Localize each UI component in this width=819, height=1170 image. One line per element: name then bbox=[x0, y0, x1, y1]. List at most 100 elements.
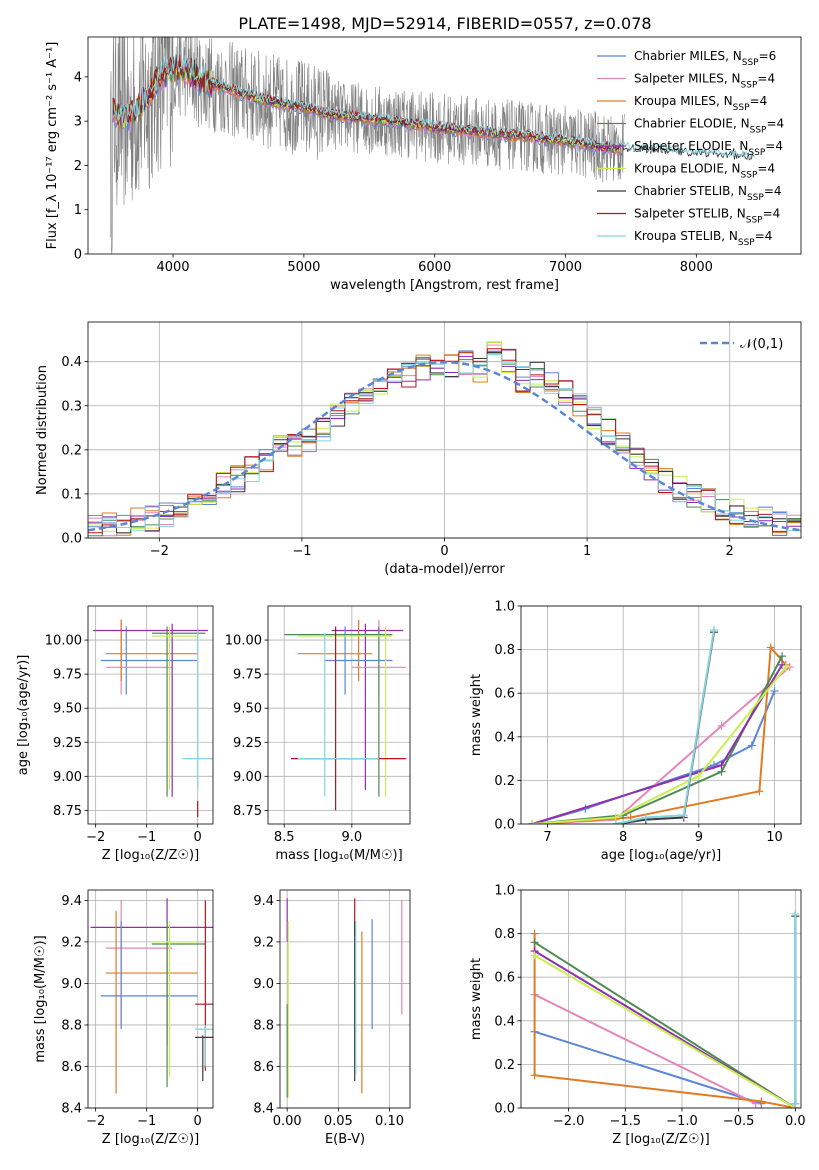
legend-count: =4 bbox=[757, 162, 775, 176]
weight-line-kroupa_elodie bbox=[534, 954, 796, 1108]
weight-line-chabrier_miles bbox=[534, 1030, 762, 1105]
y-tick-label: 9.75 bbox=[53, 668, 82, 683]
y-tick-label: 0.4 bbox=[494, 730, 515, 745]
y-tick-label: 0.8 bbox=[494, 643, 515, 658]
axes-frame bbox=[520, 889, 802, 1109]
legend-count: =6 bbox=[759, 49, 777, 63]
x-tick-label: −2 bbox=[86, 830, 105, 845]
y-axis-label: Normed distribution bbox=[35, 365, 50, 495]
plot-content bbox=[90, 898, 213, 1094]
y-tick-label: 1.0 bbox=[494, 884, 515, 899]
x-tick-label: 0 bbox=[194, 830, 202, 845]
y-tick-label: 9.0 bbox=[61, 977, 82, 992]
legend-subscript: SSP bbox=[738, 238, 755, 248]
legend-subscript: SSP bbox=[747, 193, 764, 203]
x-tick-label: −0.5 bbox=[723, 1114, 755, 1129]
y-tick-label: 9.25 bbox=[233, 736, 262, 751]
y-tick-label: 0.6 bbox=[494, 687, 515, 702]
histogram-kroupa_stelib bbox=[88, 353, 801, 532]
x-tick-label: 0.00 bbox=[273, 1114, 302, 1129]
y-tick-label: 9.50 bbox=[233, 702, 262, 717]
legend-subscript: SSP bbox=[741, 81, 758, 91]
y-tick-label: 8.75 bbox=[53, 804, 82, 819]
x-axis-label: wavelength [Angstrom, rest frame] bbox=[330, 278, 559, 293]
x-tick-label: 9 bbox=[695, 830, 703, 845]
axes-frame bbox=[267, 605, 411, 825]
y-tick-label: 0.0 bbox=[494, 1102, 515, 1117]
y-tick-label: 8.4 bbox=[253, 1102, 274, 1117]
legend-subscript: SSP bbox=[748, 148, 765, 158]
y-tick-label: 9.2 bbox=[61, 935, 82, 950]
legend-subscript: SSP bbox=[746, 216, 763, 226]
y-axis-label: mass [log₁₀(M/M☉)] bbox=[33, 935, 48, 1062]
plot-area bbox=[521, 606, 801, 824]
y-tick-label: 9.2 bbox=[253, 935, 274, 950]
y-tick-label: 9.4 bbox=[253, 894, 274, 909]
residual-legend: 𝒩(0,1) bbox=[700, 337, 783, 352]
y-tick-label: 0.3 bbox=[61, 399, 82, 414]
y-tick-label: 8.4 bbox=[61, 1102, 82, 1117]
weight-line-salpeter_miles bbox=[534, 993, 757, 1105]
x-axis-label: Z [log₁₀(Z/Z☉)] bbox=[612, 1132, 709, 1147]
y-tick-label: 8.6 bbox=[253, 1060, 274, 1075]
x-tick-label: −2.0 bbox=[553, 1114, 585, 1129]
axes-weight-vs-age: 7 8 9 10 0.0 0.2 0.4 0.6 0.8 1.0 age [log₁₀(age/yr… bbox=[469, 600, 802, 863]
legend-count: =4 bbox=[766, 117, 784, 131]
x-tick-label: 8000 bbox=[680, 260, 713, 275]
y-tick-label: 0.0 bbox=[61, 532, 82, 547]
x-tick-label: 0 bbox=[440, 544, 448, 559]
y-tick-label: 8.8 bbox=[61, 1018, 82, 1033]
axes-mass-vs-EBV: 0.00 0.05 0.10 8.4 8.6 8.8 9.0 9.2 9.4 E(B-V) bbox=[253, 889, 411, 1147]
x-tick-label: −1 bbox=[137, 1114, 156, 1129]
x-tick-label: 0.10 bbox=[375, 1114, 404, 1129]
axes-frame bbox=[87, 605, 214, 825]
y-tick-label: 0.2 bbox=[494, 774, 515, 789]
weight-line-kroupa_elodie bbox=[532, 666, 787, 824]
legend-subscript: SSP bbox=[741, 171, 758, 181]
y-tick-label: 0.4 bbox=[494, 1014, 515, 1029]
x-tick-label: −1.0 bbox=[666, 1114, 698, 1129]
plot-area bbox=[88, 890, 213, 1108]
y-tick-label: 8.75 bbox=[233, 804, 262, 819]
axes-age-vs-mass: 8.5 9.0 8.75 9.00 9.25 9.50 9.75 10.00 mass [log… bbox=[225, 605, 411, 863]
legend-count: =4 bbox=[757, 72, 775, 86]
x-tick-label: 0 bbox=[194, 1114, 202, 1129]
x-tick-label: −1 bbox=[292, 544, 311, 559]
y-tick-label: 0.2 bbox=[61, 443, 82, 458]
y-tick-label: 9.00 bbox=[53, 770, 82, 785]
plot-content bbox=[109, 37, 755, 254]
axes-spectrum: 4000 5000 6000 7000 8000 0 1 2 3 4 wavelength [Ang… bbox=[45, 36, 802, 293]
y-axis-label: mass weight bbox=[469, 958, 484, 1040]
legend-count: =4 bbox=[765, 139, 783, 153]
x-axis-label: age [log₁₀(age/yr)] bbox=[601, 848, 722, 863]
y-tick-label: 8.6 bbox=[61, 1060, 82, 1075]
legend-subscript: SSP bbox=[750, 126, 767, 136]
axes-frame bbox=[520, 605, 802, 825]
y-tick-label: 1.0 bbox=[494, 600, 515, 615]
x-tick-label: −2 bbox=[86, 1114, 105, 1129]
x-tick-label: −1 bbox=[137, 830, 156, 845]
x-tick-label: 5000 bbox=[287, 260, 320, 275]
legend-subscript: SSP bbox=[742, 58, 759, 68]
y-tick-label: 3 bbox=[74, 115, 82, 130]
x-tick-label: 10 bbox=[766, 830, 783, 845]
x-tick-label: 0.05 bbox=[324, 1114, 353, 1129]
plot-content bbox=[284, 619, 406, 811]
y-tick-label: 0.1 bbox=[61, 487, 82, 502]
y-tick-label: 0.8 bbox=[494, 927, 515, 942]
figure-title: PLATE=1498, MJD=52914, FIBERID=0557, z=0… bbox=[238, 14, 651, 33]
axes-frame bbox=[87, 36, 802, 255]
legend-subscript: SSP bbox=[733, 103, 750, 113]
x-tick-label: 7 bbox=[543, 830, 551, 845]
y-tick-label: 1 bbox=[74, 203, 82, 218]
weight-line-kroupa_stelib bbox=[615, 629, 715, 824]
y-tick-label: 0.6 bbox=[494, 971, 515, 986]
plot-area bbox=[88, 606, 213, 824]
axes-age-vs-Z: −2 −1 0 8.75 9.00 9.25 9.50 9.75 10.00 Z [log₁₀(Z… bbox=[16, 605, 214, 863]
y-tick-label: 0 bbox=[74, 248, 82, 263]
y-tick-label: 2 bbox=[74, 159, 82, 174]
y-tick-label: 9.0 bbox=[253, 977, 274, 992]
x-axis-label: E(B-V) bbox=[325, 1132, 365, 1147]
legend-entry: 𝒩(0,1) bbox=[740, 337, 783, 352]
